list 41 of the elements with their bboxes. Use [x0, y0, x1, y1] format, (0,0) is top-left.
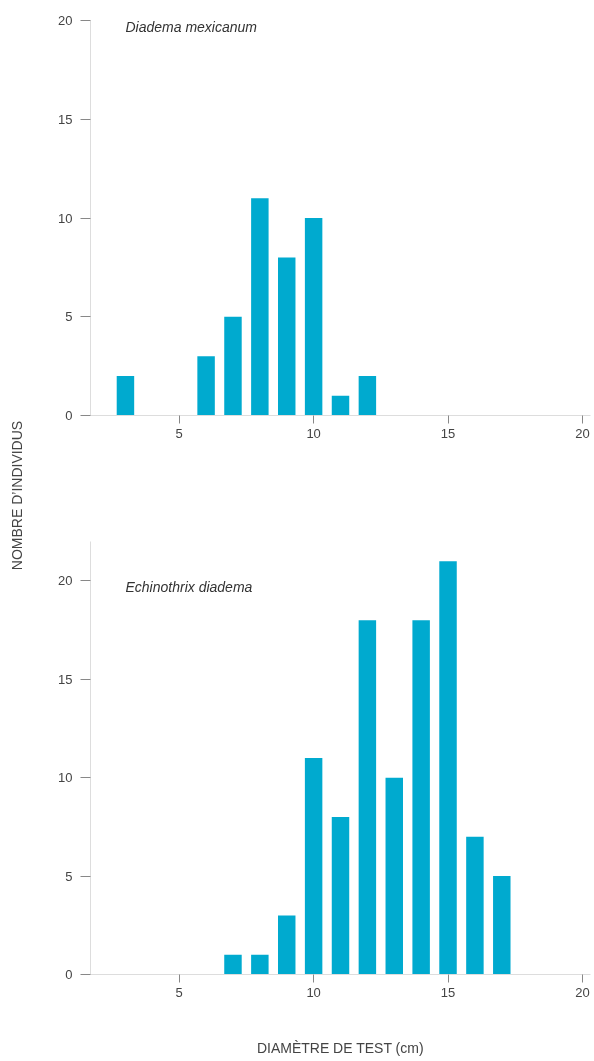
x-tick-label: 10	[306, 425, 321, 441]
x-tick-label: 20	[575, 425, 590, 441]
y-tick-label: 0	[65, 408, 73, 423]
y-tick-label: 10	[58, 210, 73, 226]
text: Echinothrix diadema	[125, 578, 253, 595]
x-tick-label: 20	[575, 984, 590, 1000]
bar	[358, 620, 377, 975]
bar	[278, 915, 296, 975]
bar	[439, 561, 457, 975]
bar	[331, 817, 350, 975]
bar	[466, 836, 484, 975]
y-tick-label: 0	[65, 967, 73, 982]
bar	[251, 954, 269, 975]
y-tick-label: 20	[58, 573, 73, 589]
bar	[278, 257, 296, 416]
bar	[304, 218, 323, 416]
x-tick-label: 5	[175, 984, 183, 1000]
y-tick-label: 20	[58, 13, 73, 28]
chart-title: Diadema mexicanum	[125, 18, 258, 35]
bar	[331, 395, 350, 416]
bar	[412, 620, 430, 975]
x-tick-label: 15	[440, 425, 456, 441]
bar	[304, 758, 323, 975]
bar	[224, 316, 242, 416]
y-tick-label: 15	[58, 111, 73, 127]
bar	[197, 356, 215, 416]
bar	[251, 198, 269, 416]
bar	[116, 376, 135, 416]
x-tick-label: 10	[306, 984, 321, 1000]
x-tick-label: 15	[440, 984, 456, 1000]
x-tick-label: 5	[175, 425, 183, 441]
x-axis-title: DIAMÈTRE DE TEST (cm)	[256, 1039, 424, 1056]
bar	[224, 954, 242, 975]
y-axis-title: NOMBRE D’INDIVIDUS	[8, 420, 25, 571]
bar	[385, 777, 403, 975]
y-tick-label: 15	[58, 671, 73, 687]
y-tick-label: 5	[65, 309, 73, 325]
y-tick-label: 5	[65, 868, 73, 884]
y-tick-label: 10	[58, 770, 73, 786]
bar	[358, 376, 377, 416]
bar	[493, 876, 511, 975]
